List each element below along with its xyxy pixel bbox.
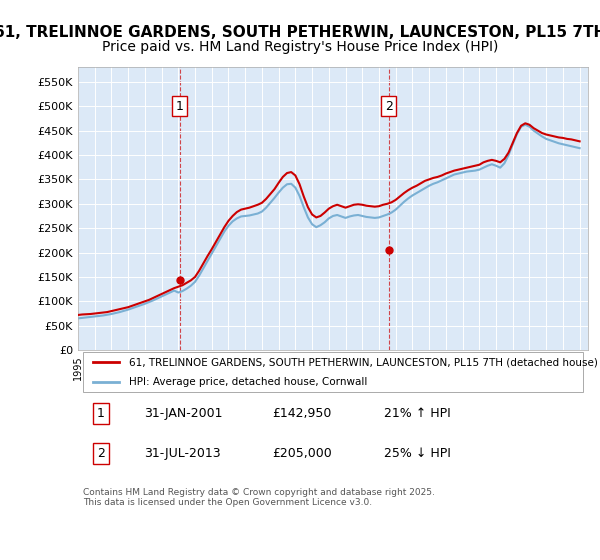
Text: £142,950: £142,950 xyxy=(272,407,331,420)
Text: 61, TRELINNOE GARDENS, SOUTH PETHERWIN, LAUNCESTON, PL15 7TH: 61, TRELINNOE GARDENS, SOUTH PETHERWIN, … xyxy=(0,25,600,40)
Text: 2: 2 xyxy=(385,100,392,113)
Text: 61, TRELINNOE GARDENS, SOUTH PETHERWIN, LAUNCESTON, PL15 7TH (detached house): 61, TRELINNOE GARDENS, SOUTH PETHERWIN, … xyxy=(129,357,598,367)
Text: 25% ↓ HPI: 25% ↓ HPI xyxy=(384,447,451,460)
Text: 2: 2 xyxy=(97,447,105,460)
Text: £205,000: £205,000 xyxy=(272,447,332,460)
Text: Price paid vs. HM Land Registry's House Price Index (HPI): Price paid vs. HM Land Registry's House … xyxy=(102,40,498,54)
Text: 1: 1 xyxy=(176,100,184,113)
Text: 21% ↑ HPI: 21% ↑ HPI xyxy=(384,407,451,420)
Text: 1: 1 xyxy=(97,407,105,420)
Text: Contains HM Land Registry data © Crown copyright and database right 2025.
This d: Contains HM Land Registry data © Crown c… xyxy=(83,488,435,507)
Text: 31-JUL-2013: 31-JUL-2013 xyxy=(145,447,221,460)
FancyBboxPatch shape xyxy=(83,352,583,392)
Text: 31-JAN-2001: 31-JAN-2001 xyxy=(145,407,223,420)
Text: HPI: Average price, detached house, Cornwall: HPI: Average price, detached house, Corn… xyxy=(129,377,367,387)
